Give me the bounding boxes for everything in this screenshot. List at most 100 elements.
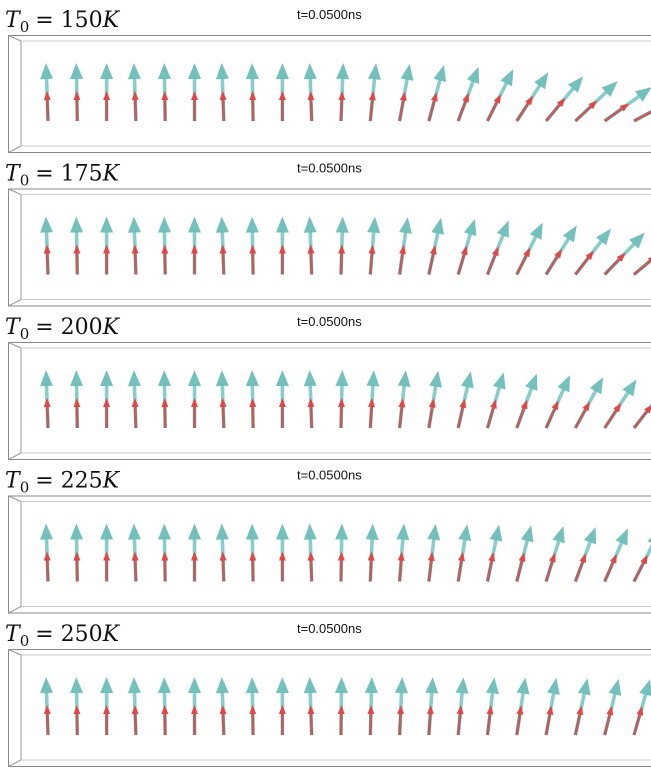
spin-arrow [39, 216, 54, 274]
spin-arrow [215, 216, 230, 274]
spin-arrow [335, 63, 350, 121]
spin-arrow [598, 677, 625, 736]
spin-arrow [569, 677, 594, 736]
arrow-shaft [633, 245, 651, 276]
moment-head [43, 244, 50, 253]
moment-head [219, 398, 226, 407]
arrow-head [647, 527, 651, 547]
moment-head [131, 551, 138, 560]
arrow-head [100, 677, 113, 693]
moment-head [427, 705, 435, 714]
arrow-head [100, 524, 113, 540]
arrow-head [490, 523, 506, 541]
arrow-head [158, 63, 171, 79]
panel: T0= 225Kt=0.0500ns [5, 468, 651, 614]
arrow-head [158, 216, 171, 232]
spin-arrow [127, 677, 142, 735]
arrow-head [246, 677, 259, 693]
moment-head [219, 91, 226, 100]
arrow-head [500, 66, 519, 86]
moment-head [43, 705, 50, 714]
spin-arrow [510, 677, 531, 736]
arrow-head [158, 523, 171, 539]
moment-shaft [487, 254, 497, 275]
arrow-head [563, 222, 583, 242]
moment-head [398, 551, 406, 561]
spin-arrow [246, 523, 260, 581]
arrow-head [367, 216, 381, 233]
moment-shaft [545, 104, 560, 122]
moment-shaft [457, 253, 465, 275]
moment-head [398, 398, 406, 408]
moment-head [219, 244, 226, 253]
panel: T0= 150Kt=0.0500ns [5, 7, 651, 153]
spin-arrow [511, 371, 543, 430]
label-unit: K [102, 469, 121, 494]
arrow-head [303, 216, 317, 232]
moment-head [103, 398, 110, 407]
label-value: = 200 [35, 315, 102, 340]
moment-head [131, 244, 138, 253]
arrow-head [464, 217, 481, 236]
spin-arrow [100, 63, 113, 121]
moment-shaft [575, 105, 592, 121]
spin-arrow [70, 677, 84, 735]
arrow-head [188, 677, 201, 693]
spin-arrow [70, 216, 84, 274]
moment-head [73, 398, 80, 407]
moment-head [338, 244, 345, 253]
panel-label: T0= 175K [5, 162, 121, 190]
moment-shaft [516, 560, 523, 582]
arrow-head [590, 374, 609, 394]
moment-head [161, 705, 168, 714]
arrow-head [530, 220, 549, 240]
arrow-head [622, 376, 642, 397]
spin-arrow [569, 525, 601, 584]
arrow-head [427, 523, 442, 540]
arrow-head [246, 523, 259, 539]
arrow-head [246, 370, 259, 386]
moment-shaft [604, 713, 611, 735]
moment-shaft [545, 255, 558, 275]
moment-shaft [106, 253, 108, 275]
moment-head [249, 244, 256, 253]
spin-arrow [70, 370, 84, 428]
moment-head [43, 91, 50, 100]
spin-arrow [158, 677, 172, 735]
arrow-head [39, 216, 53, 232]
arrow-head [39, 370, 53, 386]
arrow-head [336, 63, 350, 79]
moment-shaft [194, 713, 196, 735]
panel-label: T0= 250K [5, 622, 121, 650]
arrow-head [70, 677, 83, 693]
label-subscript: 0 [20, 172, 30, 190]
spin-arrow [100, 524, 113, 582]
moment-head [43, 398, 50, 407]
time-label: t=0.0500ns [297, 161, 362, 176]
moment-head [103, 245, 110, 254]
spin-arrow [540, 677, 563, 736]
box-edge [9, 146, 22, 153]
spin-arrow [423, 216, 448, 275]
spin-arrow [540, 372, 576, 430]
moment-shaft [340, 713, 342, 735]
arrow-head [336, 216, 349, 232]
moment-shaft [575, 408, 587, 428]
moment-head [279, 552, 286, 561]
spin-arrow [39, 677, 54, 735]
spin-arrow [127, 216, 142, 274]
moment-head [249, 91, 256, 100]
moment-shaft [282, 406, 284, 428]
moment-head [338, 91, 345, 100]
arrow-head [461, 370, 477, 388]
box-edge [9, 760, 22, 767]
arrow-head [246, 216, 259, 232]
spin-arrow [335, 523, 349, 581]
arrow-head [70, 523, 83, 539]
arrow-head [39, 63, 53, 79]
spin-arrow [599, 526, 634, 584]
moment-head [191, 245, 198, 254]
spin-arrow [188, 524, 201, 582]
moment-head [73, 91, 80, 100]
arrow-head [215, 677, 229, 693]
